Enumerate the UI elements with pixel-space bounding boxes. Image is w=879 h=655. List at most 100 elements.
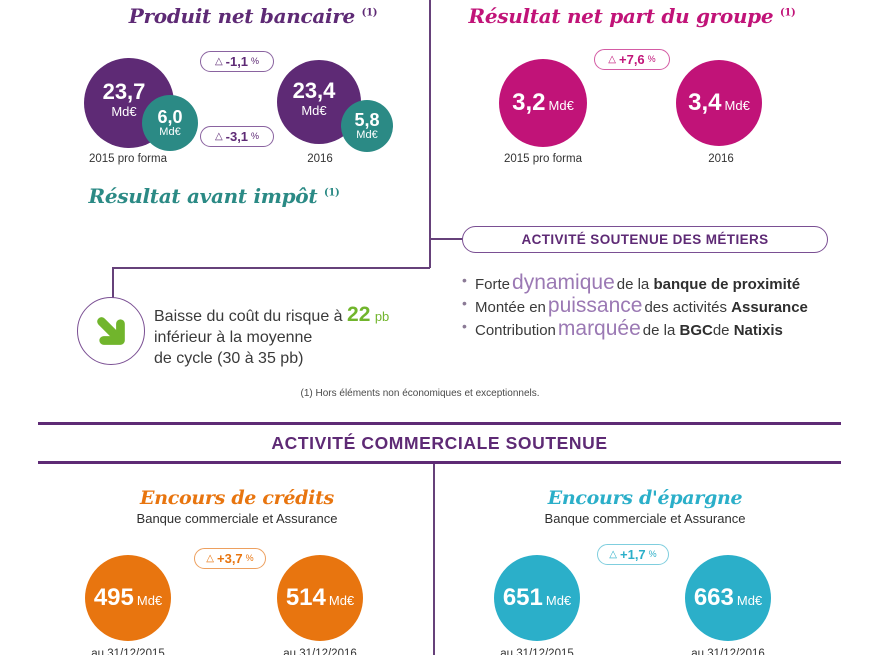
connector-to-pill: [430, 238, 463, 240]
rnpg-delta-badge: △ +7,6 %: [594, 49, 670, 70]
credits-delta-percent: %: [245, 553, 254, 563]
rai-2016-circle: 5,8 Md€: [341, 100, 393, 152]
bullet-keyword: marquée: [557, 317, 641, 340]
rnpg-2016-label: 2016: [708, 153, 734, 165]
rnpg-title-footnote-ref: (1): [779, 7, 796, 19]
epargne-2016-unit: Md€: [736, 593, 763, 608]
pnb-delta-percent: %: [251, 56, 260, 66]
pnb-delta-badge: △ -1,1 %: [200, 51, 274, 72]
bullet-bold: Natixis: [733, 322, 783, 339]
rnpg-title: Résultat net part du groupe (1): [452, 4, 812, 28]
bullet-text: Contribution: [475, 322, 556, 339]
pnb-2016-unit: Md€: [301, 102, 327, 118]
pnb-title-footnote-ref: (1): [361, 7, 378, 19]
credits-title: Encours de crédits: [140, 487, 334, 509]
credits-2016-unit: Md€: [328, 593, 355, 608]
triangle-delta-icon: △: [609, 548, 617, 560]
bullet-text: de la: [642, 322, 676, 339]
rnpg-2015-unit: Md€: [548, 98, 574, 113]
risk-arrow-circle: [77, 297, 145, 365]
rai-title-text: Résultat avant impôt: [88, 184, 318, 208]
bullet-keyword: puissance: [547, 294, 643, 317]
epargne-subtitle: Banque commerciale et Assurance: [544, 511, 746, 526]
rai-delta-percent: %: [251, 131, 260, 141]
bottom-vertical-divider: [433, 464, 435, 655]
bullet-keyword: dynamique: [512, 271, 615, 294]
connector-down-to-arrow: [112, 267, 114, 299]
footnote: (1) Hors éléments non économiques et exc…: [300, 388, 540, 399]
rnpg-2016-value: 3,4: [688, 89, 722, 116]
pnb-title: Produit net bancaire (1): [93, 4, 413, 28]
banner-top-rule: [38, 422, 841, 425]
credits-2016-value: 514: [285, 584, 326, 611]
risk-value: 22: [347, 303, 371, 326]
epargne-title: Encours d'épargne: [547, 487, 743, 509]
metiers-bullet-3: Contribution marquée de la BGC de Natixi…: [462, 317, 867, 340]
risk-line-1: Baisse du coût du risque à 22 pb: [154, 304, 444, 327]
credits-2015-circle: 495 Md€: [85, 555, 171, 641]
epargne-delta-percent: %: [648, 549, 657, 559]
metiers-pill: ACTIVITÉ SOUTENUE DES MÉTIERS: [462, 226, 828, 253]
risk-text: Baisse du coût du risque à 22 pb inférie…: [154, 304, 444, 369]
risk-line-3: de cycle (30 à 35 pb): [154, 350, 304, 367]
rnpg-2015-circle: 3,2 Md€: [499, 59, 587, 147]
metiers-bullet-1: Forte dynamique de la banque de proximit…: [462, 271, 867, 294]
credits-2016-circle: 514 Md€: [277, 555, 363, 641]
rai-title: Résultat avant impôt (1): [74, 184, 354, 208]
epargne-delta-badge: △ +1,7 %: [597, 544, 669, 565]
epargne-2015-circle: 651 Md€: [494, 555, 580, 641]
pnb-2015-label: 2015 pro forma: [89, 153, 167, 165]
pnb-2016-value: 23,4: [292, 77, 336, 103]
rai-title-footnote-ref: (1): [323, 187, 340, 199]
connector-horizontal: [112, 267, 430, 269]
pnb-2016-label: 2016: [307, 153, 333, 165]
pnb-2015-unit: Md€: [111, 103, 137, 119]
epargne-2016-circle: 663 Md€: [685, 555, 771, 641]
epargne-delta-value: +1,7: [620, 547, 646, 562]
banner-title: ACTIVITÉ COMMERCIALE SOUTENUE: [271, 433, 608, 453]
rai-2015-unit: Md€: [159, 126, 181, 138]
pnb-delta-value: -1,1: [225, 54, 249, 69]
risk-unit: pb: [374, 309, 390, 324]
rnpg-2016-unit: Md€: [724, 98, 750, 113]
triangle-delta-icon: △: [206, 552, 214, 564]
rai-2016-value: 5,8: [354, 110, 380, 130]
credits-2016-label: au 31/12/2016: [283, 648, 357, 655]
triangle-delta-icon: △: [608, 53, 616, 65]
credits-delta-badge: △ +3,7 %: [194, 548, 266, 569]
bullet-bold: banque de proximité: [653, 276, 801, 293]
bullet-bold: BGC: [679, 322, 713, 339]
credits-delta-value: +3,7: [217, 551, 243, 566]
rnpg-2016-circle: 3,4 Md€: [676, 60, 762, 146]
rai-delta-value: -3,1: [225, 129, 249, 144]
triangle-delta-icon: △: [214, 130, 223, 142]
pnb-2015-value: 23,7: [102, 78, 146, 104]
rnpg-title-text: Résultat net part du groupe: [468, 4, 774, 28]
connector-vertical-divider: [429, 0, 431, 268]
epargne-2016-label: au 31/12/2016: [691, 648, 765, 655]
rnpg-delta-value: +7,6: [619, 52, 645, 67]
rai-2016-unit: Md€: [356, 129, 378, 141]
risk-line-2: inférieur à la moyenne: [154, 329, 313, 346]
bullet-text: Montée en: [475, 299, 546, 316]
rnpg-delta-percent: %: [647, 54, 656, 64]
rai-2015-circle: 6,0 Md€: [142, 95, 198, 151]
metiers-bullet-list: Forte dynamique de la banque de proximit…: [462, 271, 867, 340]
banner-bottom-rule: [38, 461, 841, 464]
rai-2015-value: 6,0: [157, 107, 183, 127]
bullet-text: des activités: [644, 299, 727, 316]
credits-2015-unit: Md€: [136, 593, 163, 608]
triangle-delta-icon: △: [214, 55, 223, 67]
bullet-bold: Assurance: [731, 299, 808, 316]
arrow-down-right-icon: [97, 317, 125, 345]
metiers-bullet-2: Montée en puissance des activités Assura…: [462, 294, 867, 317]
epargne-2015-value: 651: [502, 584, 543, 611]
credits-2015-label: au 31/12/2015: [91, 648, 165, 655]
rnpg-2015-value: 3,2: [512, 89, 546, 116]
pnb-title-text: Produit net bancaire: [128, 4, 356, 28]
credits-2015-value: 495: [93, 584, 134, 611]
epargne-2016-value: 663: [693, 584, 734, 611]
bullet-text: Forte: [475, 276, 511, 293]
credits-subtitle: Banque commerciale et Assurance: [136, 511, 338, 526]
